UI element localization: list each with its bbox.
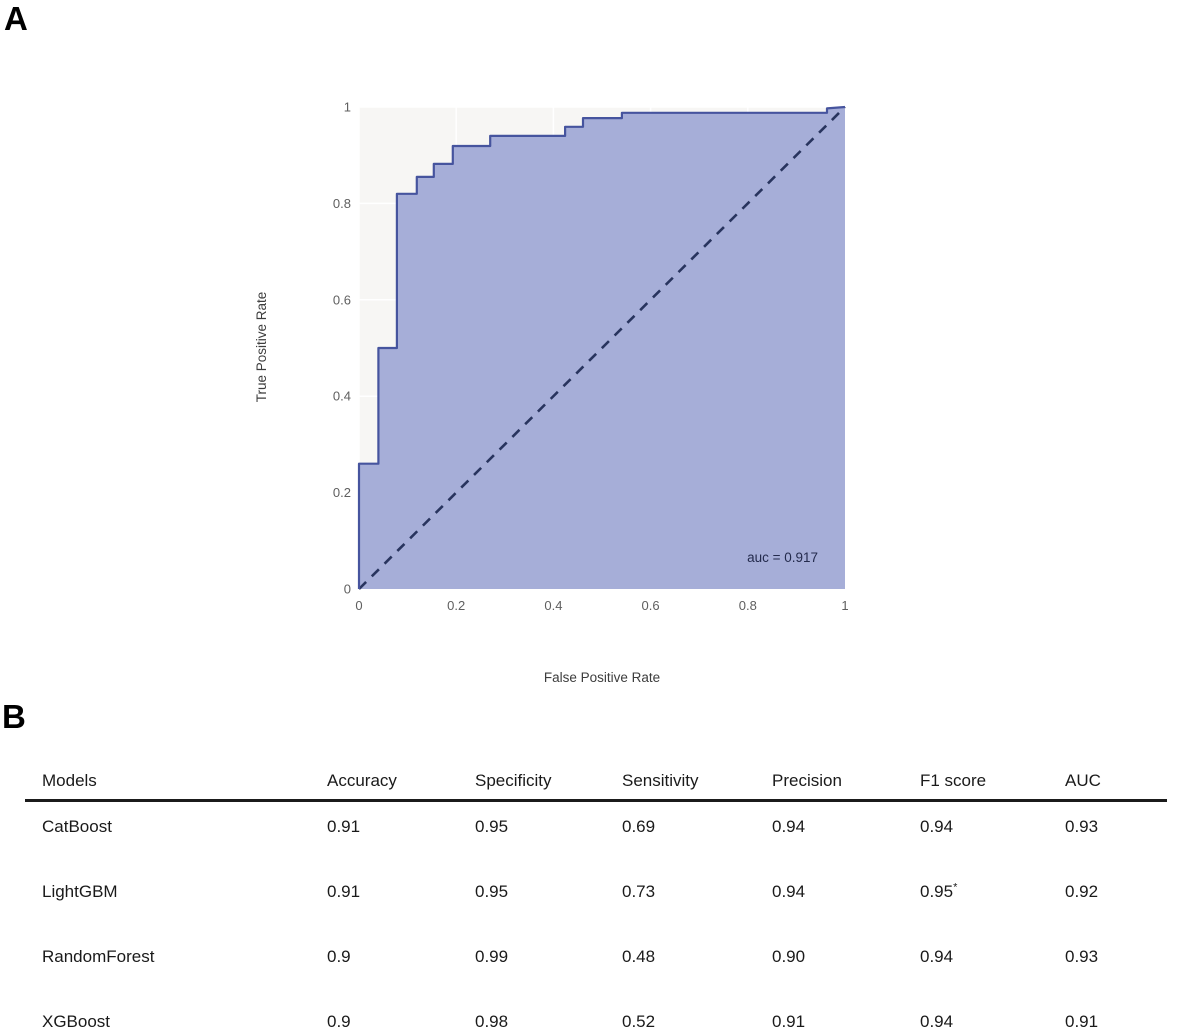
tick-label: 0.4 bbox=[333, 389, 351, 404]
f1-footnote-marker: * bbox=[953, 881, 958, 894]
table-row: LightGBM 0.91 0.95 0.73 0.94 0.95* 0.92 bbox=[25, 867, 1167, 932]
chance-diagonal-line bbox=[358, 106, 846, 590]
column-header-sensitivity: Sensitivity bbox=[622, 771, 699, 790]
column-header-auc: AUC bbox=[1065, 771, 1101, 790]
table-row: XGBoost 0.9 0.98 0.52 0.91 0.94 0.91 bbox=[25, 997, 1167, 1028]
tick-label: 0.8 bbox=[333, 196, 351, 211]
y-axis-title: True Positive Rate bbox=[254, 292, 269, 403]
accuracy-value: 0.91 bbox=[327, 882, 361, 901]
auc-value: 0.93 bbox=[1065, 817, 1099, 836]
model-name: RandomForest bbox=[42, 947, 155, 966]
auc-annotation: auc = 0.917 bbox=[747, 550, 818, 565]
accuracy-value: 0.9 bbox=[327, 1012, 351, 1028]
precision-value: 0.91 bbox=[772, 1012, 806, 1028]
precision-value: 0.94 bbox=[772, 882, 806, 901]
tick-label: 0.6 bbox=[642, 598, 660, 613]
f1-score-value: 0.94 bbox=[920, 817, 954, 836]
model-name: LightGBM bbox=[42, 882, 118, 901]
auc-value: 0.91 bbox=[1065, 1012, 1099, 1028]
column-header-models: Models bbox=[42, 771, 97, 790]
precision-value: 0.94 bbox=[772, 817, 806, 836]
table-row: CatBoost 0.91 0.95 0.69 0.94 0.94 0.93 bbox=[25, 802, 1167, 867]
tick-label: 0.6 bbox=[333, 292, 351, 307]
y-axis-tick-labels: 0 0.2 0.4 0.6 0.8 1 bbox=[333, 100, 351, 597]
accuracy-value: 0.91 bbox=[327, 817, 361, 836]
auc-value: 0.93 bbox=[1065, 947, 1099, 966]
panel-b-label: B bbox=[2, 698, 26, 735]
tick-label: 1 bbox=[344, 100, 351, 115]
specificity-value: 0.98 bbox=[475, 1012, 509, 1028]
tick-label: 0 bbox=[344, 582, 351, 597]
sensitivity-value: 0.48 bbox=[622, 947, 656, 966]
column-header-f1-score: F1 score bbox=[920, 771, 987, 790]
tick-label: 0.2 bbox=[333, 485, 351, 500]
f1-score-value: 0.95* bbox=[920, 881, 958, 901]
table-header-row: Models Accuracy Specificity Sensitivity … bbox=[25, 765, 1167, 802]
column-header-specificity: Specificity bbox=[475, 771, 552, 790]
auc-value: 0.92 bbox=[1065, 882, 1099, 901]
f1-score-value: 0.94 bbox=[920, 947, 954, 966]
tick-label: 0.4 bbox=[544, 598, 562, 613]
tick-label: 0 bbox=[355, 598, 362, 613]
column-header-precision: Precision bbox=[772, 771, 842, 790]
sensitivity-value: 0.73 bbox=[622, 882, 656, 901]
roc-curve-line bbox=[357, 105, 846, 589]
tick-label: 1 bbox=[841, 598, 848, 613]
model-name: XGBoost bbox=[42, 1012, 111, 1028]
model-metrics-table: Models Accuracy Specificity Sensitivity … bbox=[25, 765, 1167, 1028]
specificity-value: 0.95 bbox=[475, 817, 509, 836]
tick-label: 0.8 bbox=[739, 598, 757, 613]
sensitivity-value: 0.52 bbox=[622, 1012, 656, 1028]
roc-curve-chart: 0 0.2 0.4 0.6 0.8 1 0 0.2 0.4 0.6 0.8 1 True Posit… bbox=[254, 100, 849, 686]
precision-value: 0.90 bbox=[772, 947, 806, 966]
f1-score-value: 0.94 bbox=[920, 1012, 954, 1028]
tick-label: 0.2 bbox=[447, 598, 465, 613]
panel-a-label: A bbox=[4, 0, 28, 37]
accuracy-value: 0.9 bbox=[327, 947, 351, 966]
x-axis-title: False Positive Rate bbox=[544, 670, 660, 685]
column-header-accuracy: Accuracy bbox=[327, 771, 397, 790]
x-axis-tick-labels: 0 0.2 0.4 0.6 0.8 1 bbox=[355, 598, 848, 613]
sensitivity-value: 0.69 bbox=[622, 817, 656, 836]
model-name: CatBoost bbox=[42, 817, 112, 836]
specificity-value: 0.99 bbox=[475, 947, 509, 966]
specificity-value: 0.95 bbox=[475, 882, 509, 901]
table-row: RandomForest 0.9 0.99 0.48 0.90 0.94 0.9… bbox=[25, 932, 1167, 997]
